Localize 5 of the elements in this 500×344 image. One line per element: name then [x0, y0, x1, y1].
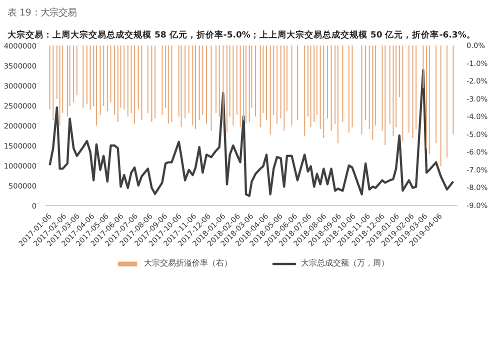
- legend-label: 大宗总成交额（万，周）: [301, 258, 389, 268]
- chart-title: 表 19：大宗交易: [8, 8, 76, 18]
- line-series: [48, 68, 454, 197]
- legend-label: 大宗交易折溢价率（右）: [144, 258, 232, 268]
- chart-subtitle: 大宗交易：上周大宗交易总成交规模 58 亿元，折价率-5.0%；上上周大宗交易总成交规模 50 亿元，折价率-6.3%。: [8, 30, 476, 40]
